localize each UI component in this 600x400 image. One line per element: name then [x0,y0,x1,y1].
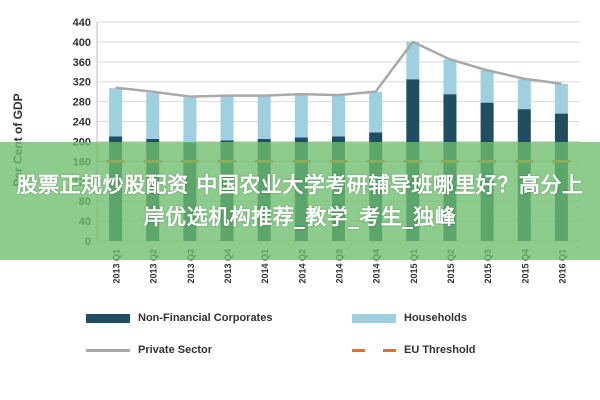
y-tick-label: 400 [73,37,91,49]
legend-label-eu-threshold: EU Threshold [404,344,476,356]
x-tick-label: 2014 Q2 [297,249,307,284]
line-private-sector [115,40,562,98]
x-tick-label: 2015 Q3 [483,249,493,284]
legend-item-eu-threshold: EU Threshold [352,344,476,356]
bar-households [109,88,123,137]
x-axis: 2013 Q1 2013 Q2 2013 Q3 2013 Q4 2014 Q1 2014 … [112,249,568,284]
x-tick-label: 2015 Q2 [446,249,456,284]
y-tick-label: 440 [73,17,91,29]
legend-item-households: Households [352,312,467,324]
x-tick-label: 2016 Q1 [557,249,567,284]
legend-label-households: Households [404,312,467,324]
legend-label-private-sector: Private Sector [138,344,212,356]
legend-swatch-non-financial-corporates [86,313,130,323]
bar-households [480,70,494,103]
bar-households [406,41,420,80]
bar-households [294,94,308,138]
bar-households [257,95,271,139]
x-tick-label: 2015 Q1 [409,249,419,284]
promo-overlay-banner: 股票正规炒股配资 中国农业大学考研辅导班哪里好？高分上岸优选机构推荐_教学_考生… [0,142,600,260]
bar-households [443,59,457,95]
x-tick-label: 2013 Q4 [223,249,233,284]
bar-households [183,97,197,143]
legend-item-private-sector: Private Sector [86,344,212,356]
legend: Non-Financial Corporates Households Priv… [80,306,560,366]
bar-households [517,79,531,110]
bar-households [369,91,383,133]
x-tick-label: 2015 Q4 [520,249,530,284]
promo-overlay-text: 股票正规炒股配资 中国农业大学考研辅导班哪里好？高分上岸优选机构推荐_教学_考生… [16,173,584,229]
x-tick-label: 2014 Q4 [372,249,382,284]
legend-swatch-private-sector [86,348,130,352]
legend-swatch-eu-threshold [352,348,396,352]
x-tick-label: 2013 Q2 [149,249,159,284]
y-tick-label: 280 [73,97,91,109]
x-tick-label: 2014 Q1 [260,249,270,284]
y-tick-label: 240 [73,117,91,129]
legend-label-non-financial-corporates: Non-Financial Corporates [138,312,273,324]
x-tick-label: 2013 Q1 [112,249,122,284]
legend-swatch-households [352,313,396,323]
bar-households [332,95,345,137]
y-tick-label: 360 [73,57,91,69]
bar-households [146,92,160,139]
bar-households [554,83,568,114]
x-tick-label: 2013 Q3 [186,249,196,284]
legend-item-non-financial-corporates: Non-Financial Corporates [86,312,272,324]
y-tick-label: 320 [73,77,91,89]
bar-households [220,96,234,141]
x-tick-label: 2014 Q3 [335,249,345,284]
